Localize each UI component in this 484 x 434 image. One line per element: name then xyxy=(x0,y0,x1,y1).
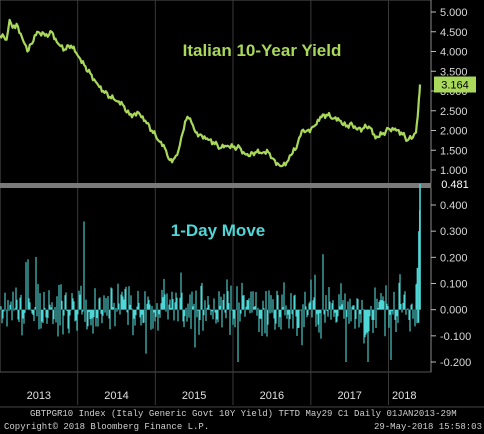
x-tick-label: 2014 xyxy=(104,390,128,402)
yield-tick-label: 4.000 xyxy=(440,47,468,59)
move-last-badge: 0.481 xyxy=(434,175,476,192)
yield-line xyxy=(0,18,422,168)
yield-last-badge-box xyxy=(434,76,476,93)
x-axis: 2013 2014 2015 2016 2017 2018 xyxy=(27,390,417,402)
x-tick-label: 2018 xyxy=(392,390,416,402)
yield-last-badge: 3.164 xyxy=(434,76,476,93)
move-tick-label: -0.200 xyxy=(440,357,471,369)
panel-separator xyxy=(0,183,431,188)
move-tick-label: 0.100 xyxy=(440,279,468,291)
x-tick-label: 2013 xyxy=(27,390,51,402)
move-tick-label: 0.300 xyxy=(440,226,468,238)
move-axis: 0.400 0.300 0.200 0.100 0.000 -0.100 -0.200 xyxy=(430,188,471,372)
move-tick-label: 0.200 xyxy=(440,252,468,264)
move-bars xyxy=(0,183,421,362)
yield-tick-label: 4.500 xyxy=(440,27,468,39)
move-tick-label: -0.100 xyxy=(440,331,471,343)
yield-tick-label: 5.000 xyxy=(440,7,468,19)
last-value-badges: 3.164 0.481 xyxy=(434,76,476,192)
move-last-badge-text: 0.481 xyxy=(441,179,469,191)
footer-line1: GBTPGR10 Index (Italy Generic Govt 10Y Y… xyxy=(30,409,457,419)
yield-tick-label: 3.500 xyxy=(440,66,468,78)
yield-axis: 5.0004.5004.0003.5003.0002.5002.0001.500… xyxy=(430,0,468,183)
yield-tick-label: 1.500 xyxy=(440,145,468,157)
yield-tick-label: 2.000 xyxy=(440,126,468,138)
year-gridlines xyxy=(77,0,390,405)
footer-timestamp: 29-May-2018 15:58:03 xyxy=(374,422,482,432)
x-tick-label: 2017 xyxy=(337,390,361,402)
footer-copyright: Copyright© 2018 Bloomberg Finance L.P. xyxy=(4,422,209,432)
yield-last-badge-text: 3.164 xyxy=(441,80,469,92)
yield-tick-label: 1.000 xyxy=(440,165,468,177)
move-last-badge-box xyxy=(434,175,476,192)
x-tick-label: 2016 xyxy=(260,390,284,402)
move-tick-label: 0.400 xyxy=(440,200,468,212)
x-tick-label: 2015 xyxy=(182,390,206,402)
yield-title: Italian 10-Year Yield xyxy=(183,41,342,60)
yield-tick-label: 2.500 xyxy=(440,106,468,118)
move-tick-label: 0.000 xyxy=(440,305,468,317)
move-title: 1-Day Move xyxy=(171,221,265,240)
